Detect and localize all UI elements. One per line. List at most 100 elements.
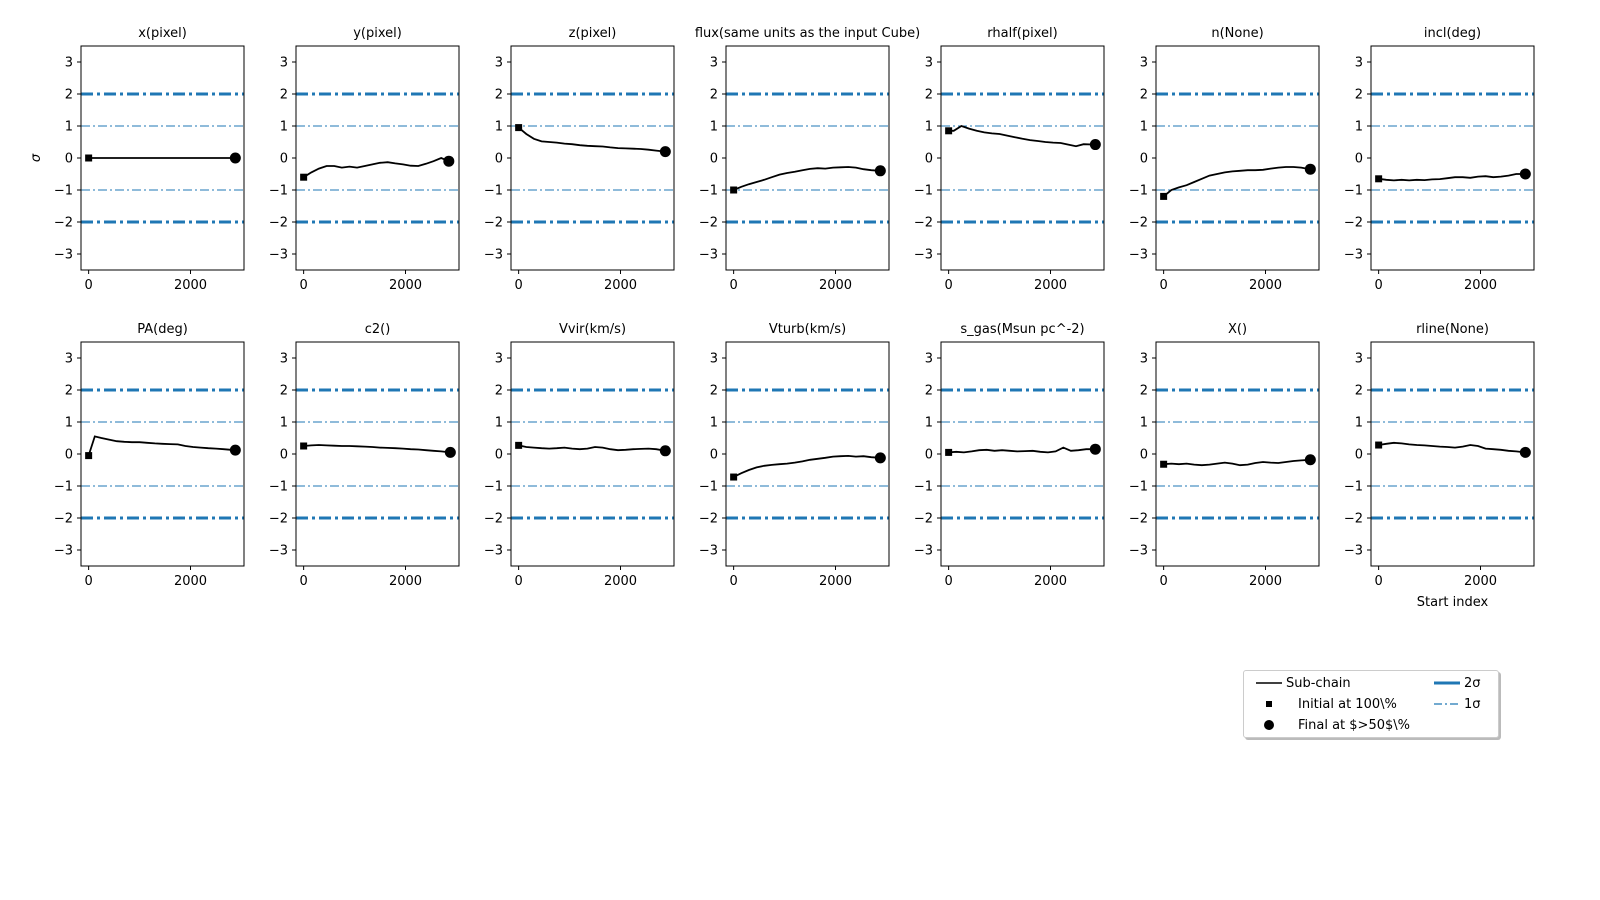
panel-11-ytick-label: −2 bbox=[914, 512, 933, 527]
panel-2-ytick-label: 2 bbox=[495, 88, 503, 103]
panel-0-ytick-label: 0 bbox=[65, 152, 73, 167]
panel-9-ytick-label: 1 bbox=[495, 416, 503, 431]
panel-7-ytick-label: 1 bbox=[65, 416, 73, 431]
panel-9-subchain-line bbox=[518, 444, 666, 452]
panel-1-xtick-label: 0 bbox=[300, 278, 308, 293]
panel-7-ytick-label: 0 bbox=[65, 448, 73, 463]
panel-13-initial-marker bbox=[1375, 441, 1383, 449]
panel-5-ytick-label: −2 bbox=[1129, 216, 1148, 231]
panel-6-ytick-label: 2 bbox=[1355, 88, 1363, 103]
panel-12-frame bbox=[1155, 341, 1320, 567]
panel-9-ytick-label: −2 bbox=[484, 512, 503, 527]
legend-label-1sigma: 1σ bbox=[1464, 696, 1481, 712]
panel-3-xtick-label: 2000 bbox=[819, 278, 852, 293]
panel-0-title: x(pixel) bbox=[138, 26, 187, 41]
panel-5-ytick-label: −3 bbox=[1129, 248, 1148, 263]
panel-0-ytick-label: −2 bbox=[54, 216, 73, 231]
panel-10-ytick-label: −2 bbox=[699, 512, 718, 527]
panel-12-ytick-label: 3 bbox=[1140, 352, 1148, 367]
panel-11-title: s_gas(Msun pc^-2) bbox=[960, 322, 1084, 337]
panel-13-subchain-line bbox=[1378, 441, 1526, 454]
panel-3-ytick-label: −3 bbox=[699, 248, 718, 263]
panel-4-ytick-label: 3 bbox=[925, 56, 933, 71]
panel-2-xtick-label: 2000 bbox=[604, 278, 637, 293]
panel-9-final-marker bbox=[659, 445, 671, 457]
panel-13-ytick-label: 1 bbox=[1355, 416, 1363, 431]
panel-8-ytick-label: 1 bbox=[280, 416, 288, 431]
panel-4-frame bbox=[940, 45, 1105, 271]
panel-10-ytick-label: −1 bbox=[699, 480, 718, 495]
panel-9-initial-marker bbox=[515, 441, 523, 449]
panel-8-ytick-label: −1 bbox=[269, 480, 288, 495]
panel-10-xtick-label: 2000 bbox=[819, 574, 852, 589]
panel-0-xtick-label: 0 bbox=[85, 278, 93, 293]
panel-5-ytick-label: 3 bbox=[1140, 56, 1148, 71]
panel-12-xtick-label: 2000 bbox=[1249, 574, 1282, 589]
panel-12-subchain-line bbox=[1163, 458, 1311, 467]
panel-6-subchain-line bbox=[1378, 173, 1526, 182]
panel-10-ytick-label: 2 bbox=[710, 384, 718, 399]
x-axis-label: Start index bbox=[1417, 595, 1489, 610]
panel-11-initial-marker bbox=[945, 448, 953, 456]
panel-0-xtick-label: 2000 bbox=[174, 278, 207, 293]
panel-8-ytick-label: −2 bbox=[269, 512, 288, 527]
panel-4-ytick-label: 2 bbox=[925, 88, 933, 103]
panel-1-ytick-label: −2 bbox=[269, 216, 288, 231]
panel-5-frame bbox=[1155, 45, 1320, 271]
panel-9-title: Vvir(km/s) bbox=[559, 322, 626, 337]
panel-7-frame bbox=[80, 341, 245, 567]
panel-1-ytick-label: 2 bbox=[280, 88, 288, 103]
legend-label-subchain: Sub-chain bbox=[1286, 675, 1351, 691]
panel-13-ytick-label: 3 bbox=[1355, 352, 1363, 367]
panel-4-subchain-line bbox=[948, 125, 1096, 148]
panel-10-frame bbox=[725, 341, 890, 567]
panel-10-xtick-label: 0 bbox=[730, 574, 738, 589]
panel-2-xtick-label: 0 bbox=[515, 278, 523, 293]
panel-6-xtick-label: 2000 bbox=[1464, 278, 1497, 293]
panel-9-ytick-label: 0 bbox=[495, 448, 503, 463]
legend-item-initial: Initial at 100\% bbox=[1252, 694, 1397, 714]
panel-11-ytick-label: −1 bbox=[914, 480, 933, 495]
panel-1-final-marker bbox=[443, 155, 455, 167]
panel-4-ytick-label: 0 bbox=[925, 152, 933, 167]
panel-1-title: y(pixel) bbox=[353, 26, 402, 41]
panel-13-ytick-label: 0 bbox=[1355, 448, 1363, 463]
panel-13-final-marker bbox=[1519, 446, 1531, 458]
panel-4-ytick-label: −2 bbox=[914, 216, 933, 231]
panel-6-xtick-label: 0 bbox=[1375, 278, 1383, 293]
panel-13-xtick-label: 2000 bbox=[1464, 574, 1497, 589]
y-axis-label: σ bbox=[29, 153, 44, 162]
panel-8-ytick-label: 0 bbox=[280, 448, 288, 463]
panel-7-initial-marker bbox=[85, 452, 93, 460]
panel-12-ytick-label: 1 bbox=[1140, 416, 1148, 431]
panel-7-xtick-label: 2000 bbox=[174, 574, 207, 589]
legend-item-2sigma: 2σ bbox=[1430, 673, 1481, 693]
panel-8-title: c2() bbox=[365, 322, 391, 337]
panel-13-xtick-label: 0 bbox=[1375, 574, 1383, 589]
panel-1-ytick-label: −1 bbox=[269, 184, 288, 199]
panel-3-ytick-label: 1 bbox=[710, 120, 718, 135]
panel-3-ytick-label: −1 bbox=[699, 184, 718, 199]
panel-6-ytick-label: −1 bbox=[1344, 184, 1363, 199]
panel-1-initial-marker bbox=[300, 173, 308, 181]
panel-5-final-marker bbox=[1304, 163, 1316, 175]
panel-9-frame bbox=[510, 341, 675, 567]
panel-13-frame bbox=[1370, 341, 1535, 567]
panel-2-frame bbox=[510, 45, 675, 271]
panel-9-xtick-label: 0 bbox=[515, 574, 523, 589]
panel-7-ytick-label: −3 bbox=[54, 544, 73, 559]
panel-0-ytick-label: 2 bbox=[65, 88, 73, 103]
panel-10-final-marker bbox=[874, 452, 886, 464]
panel-1-ytick-label: 1 bbox=[280, 120, 288, 135]
panel-3-xtick-label: 0 bbox=[730, 278, 738, 293]
panel-13-ytick-label: −1 bbox=[1344, 480, 1363, 495]
panel-12-ytick-label: −3 bbox=[1129, 544, 1148, 559]
panel-8-final-marker bbox=[444, 446, 456, 458]
panel-6-frame bbox=[1370, 45, 1535, 271]
panel-5-ytick-label: 1 bbox=[1140, 120, 1148, 135]
panel-3-initial-marker bbox=[730, 186, 738, 194]
panel-5-subchain-line bbox=[1163, 166, 1311, 198]
panel-6-ytick-label: −3 bbox=[1344, 248, 1363, 263]
panel-3-frame bbox=[725, 45, 890, 271]
panel-11-ytick-label: 0 bbox=[925, 448, 933, 463]
